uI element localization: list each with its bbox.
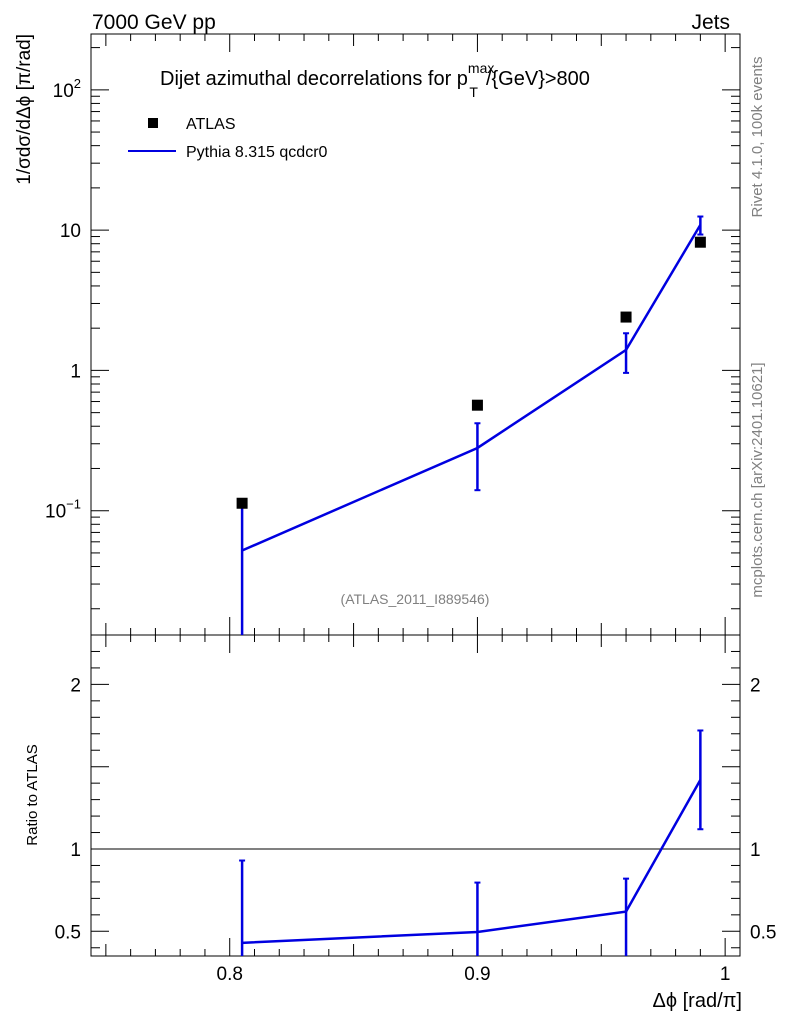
ratio-y-tick-label-right: 0.5 [750,922,776,943]
pythia-series-line [241,224,702,552]
ratio-y-axis-label: Ratio to ATLAS [24,744,41,845]
title-tail-text: /{GeV}>800 [486,68,590,90]
main-y-tick-label: 102 [53,76,81,102]
ratio-panel-frame [90,634,741,957]
legend-atlas-marker [148,118,158,128]
legend-pythia-label: Pythia 8.315 qcdcr0 [186,144,328,161]
main-y-tick-label: 1 [70,361,81,382]
main-y-tick-label: 10−1 [45,497,81,523]
atlas-data-point [471,399,483,411]
x-axis-label: Δϕ [rad/π] [653,990,743,1012]
title-sup-text: max [468,60,494,76]
title-main-text: Dijet azimuthal decorrelations for p [160,68,468,90]
tick-base: 10 [45,502,66,523]
mcplots-reference-label: mcplots.cern.ch [arXiv:2401.10621] [749,362,766,597]
x-tick-label: 0.8 [217,964,243,985]
tick-exponent: −1 [66,497,81,512]
ratio-plot-area [91,729,740,956]
main-title: Dijet azimuthal decorrelations for pmax T… [160,60,590,100]
ratio-series-line [242,779,702,945]
tick-base: 10 [53,81,74,102]
atlas-data-point [236,497,248,509]
atlas-data-point [694,236,706,248]
main-y-axis-label: 1/σdσ/dΔϕ [π/rad] [14,34,35,185]
legend-atlas-label: ATLAS [186,116,236,133]
ratio-y-tick-label: 1 [70,840,81,861]
main-plot-area [236,215,706,635]
rivet-version-label: Rivet 4.1.0, 100k events [749,57,766,218]
tick-exponent: 2 [74,76,81,91]
x-tick-label: 0.9 [464,964,490,985]
header-energy-label: 7000 GeV pp [92,11,216,34]
ratio-y-tick-label: 0.5 [55,922,81,943]
header-category-label: Jets [691,11,730,34]
main-y-tick-label: 10 [60,221,81,242]
atlas-data-point [620,311,632,323]
analysis-watermark: (ATLAS_2011_I889546) [341,591,490,607]
title-sub-text: T [469,84,478,100]
ratio-y-tick-label-right: 2 [750,675,761,696]
ratio-y-tick-label-right: 1 [750,840,761,861]
x-tick-label: 1 [720,964,731,985]
ratio-y-tick-label: 2 [70,675,81,696]
